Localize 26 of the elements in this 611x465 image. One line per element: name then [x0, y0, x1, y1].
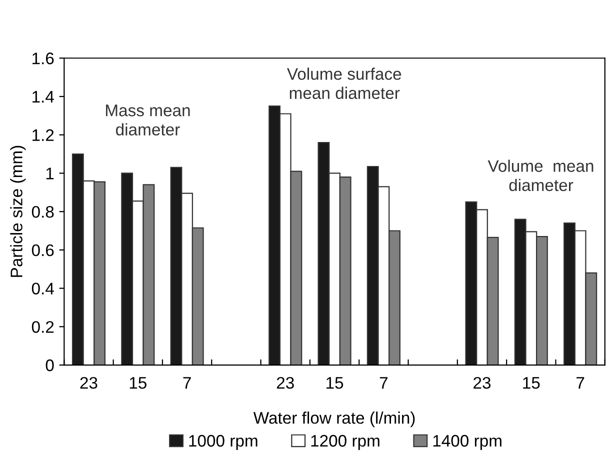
y-tick-label: 0.6 — [32, 244, 54, 256]
legend-label: 1200 rpm — [311, 434, 380, 450]
y-tick-label: 0.2 — [32, 321, 54, 333]
x-tick-label: 23 — [80, 376, 98, 389]
annotation: Volume surface mean diameter — [286, 68, 402, 100]
y-tick-label: 0.8 — [32, 206, 54, 218]
legend-label: 1000 rpm — [189, 434, 258, 450]
x-tick-label: 15 — [130, 377, 146, 389]
x-tick-label: 15 — [523, 377, 540, 389]
annotation: Volume mean diameter — [488, 160, 594, 192]
x-tick-label: 7 — [380, 377, 388, 389]
annotation: Mass mean diameter — [106, 104, 190, 136]
y-tick-label: 0.4 — [32, 282, 54, 295]
x-tick-label: 7 — [183, 377, 191, 389]
y-tick-label: 1 — [46, 168, 54, 180]
y-axis-title: Particle size (mm) — [10, 146, 26, 277]
y-tick-label: 0 — [46, 359, 54, 372]
x-tick-label: 23 — [474, 376, 491, 389]
y-tick-label: 1.4 — [32, 91, 54, 103]
y-tick-label: 1.2 — [32, 129, 54, 141]
x-tick-label: 23 — [276, 376, 294, 389]
legend-label: 1400 rpm — [433, 434, 502, 450]
y-tick-label: 1.6 — [32, 52, 54, 64]
x-tick-label: 7 — [576, 377, 584, 389]
x-axis-title: Water flow rate (l/min) — [253, 412, 415, 428]
x-tick-label: 15 — [326, 377, 344, 389]
